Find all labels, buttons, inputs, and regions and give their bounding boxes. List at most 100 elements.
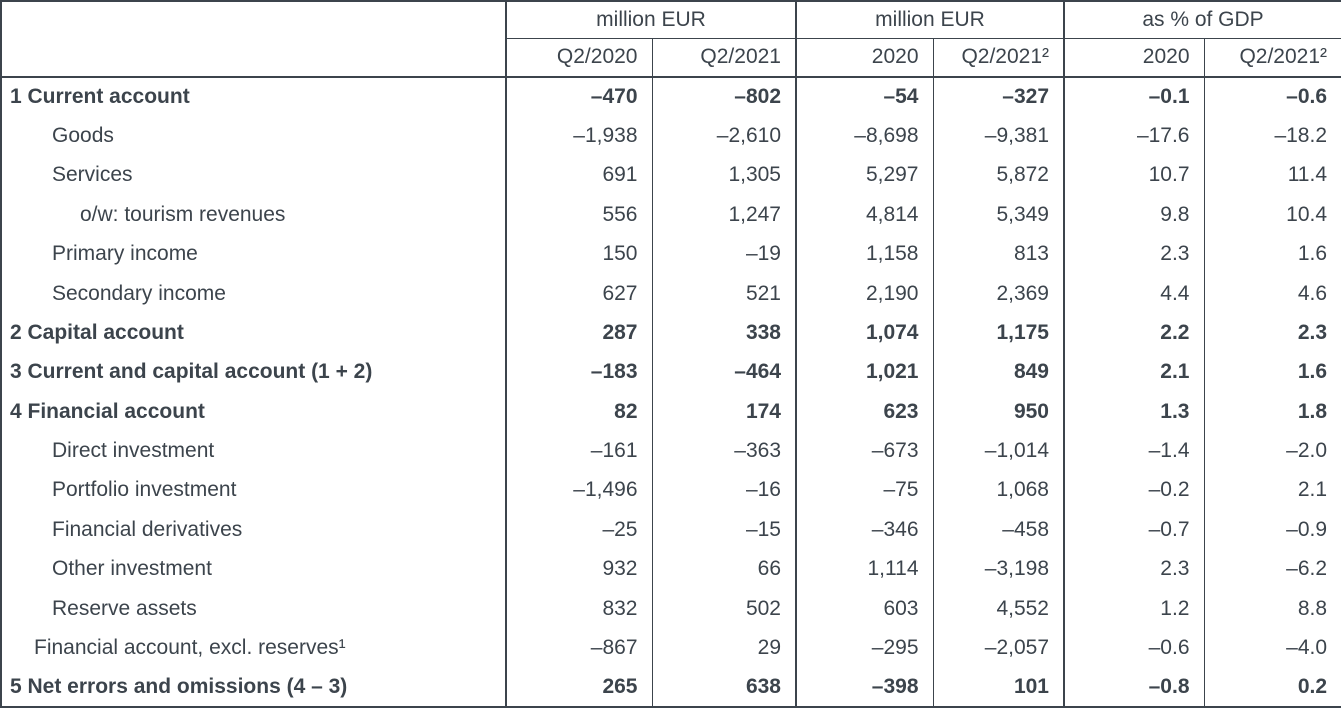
cell-value: 556 [505,195,652,235]
row-label: 4 Financial account [10,399,205,423]
cell-value: 2.3 [1063,234,1204,274]
cell-value: 2.3 [1063,549,1204,589]
cell-value: 2.3 [1203,313,1341,353]
cell-value: 0.2 [1203,667,1341,707]
cell-value: 1.6 [1203,234,1341,274]
cell-value: 623 [795,392,933,432]
cell-value: –2.0 [1203,431,1341,471]
cell-value: 5,872 [932,155,1064,196]
cell-value: 2,190 [795,273,933,314]
cell-value: –54 [795,77,933,117]
cell-value: 521 [651,273,796,314]
cell-value: –1,014 [932,431,1064,471]
cell-value: 10.4 [1203,195,1341,235]
cell-value: –673 [795,431,933,471]
column-header-2020-pct: 2020 [1063,38,1204,77]
cell-value: 1.3 [1063,392,1204,432]
column-group-header-pct-gdp: as % of GDP [1062,1,1341,39]
table-row: o/w: tourism revenues 556 1,247 4,814 5,… [1,195,1341,235]
cell-value: 82 [505,392,652,432]
table-row: 2 Capital account 287 338 1,074 1,175 2.… [1,313,1341,353]
cell-value: 5,297 [795,155,933,196]
cell-value: –327 [932,77,1064,117]
row-label: 2 Capital account [10,320,184,344]
cell-value: –0.7 [1063,510,1204,550]
cell-value: –15 [651,510,796,550]
cell-value: 2.2 [1063,313,1204,353]
table-row: 3 Current and capital account (1 + 2) –1… [1,352,1341,392]
column-group-header-million-eur-cumulative: million EUR [795,1,1064,39]
cell-value: 1,247 [651,195,796,235]
cell-value: 11.4 [1203,155,1341,196]
cell-value: –16 [651,470,796,511]
cell-value: –6.2 [1203,549,1341,589]
cell-value: –25 [505,510,652,550]
cell-value: 287 [505,313,652,353]
cell-value: 502 [651,588,796,629]
cell-value: –8,698 [795,116,933,156]
cell-value: –363 [651,431,796,471]
column-header-q2-2021-pct: Q2/2021² [1203,38,1341,77]
cell-value: –0.6 [1063,628,1204,668]
column-header-q2-2021: Q2/2021 [651,38,796,77]
cell-value: –75 [795,470,933,511]
cell-value: –2,057 [932,628,1064,668]
row-label: 5 Net errors and omissions (4 – 3) [10,674,348,698]
row-label: Direct investment [52,439,215,463]
cell-value: 813 [932,234,1064,274]
table-row: Services 691 1,305 5,297 5,872 10.7 11.4 [1,155,1341,196]
row-label: Other investment [52,557,212,581]
cell-value: 1.2 [1063,588,1204,629]
cell-value: –183 [505,352,652,392]
cell-value: –458 [932,510,1064,550]
corner-cell [1,1,506,77]
row-label: 3 Current and capital account (1 + 2) [10,360,373,384]
cell-value: 29 [651,628,796,668]
cell-value: 691 [505,155,652,196]
table-row: Financial derivatives –25 –15 –346 –458 … [1,510,1341,550]
row-label: Portfolio investment [52,478,237,502]
row-label: Services [52,163,133,187]
cell-value: –398 [795,667,933,707]
cell-value: 1,114 [795,549,933,589]
cell-value: 849 [932,352,1064,392]
cell-value: 66 [651,549,796,589]
cell-value: –0.2 [1063,470,1204,511]
cell-value: 1,021 [795,352,933,392]
table-row: 5 Net errors and omissions (4 – 3) 265 6… [1,667,1341,707]
cell-value: –1.4 [1063,431,1204,471]
row-label: Secondary income [52,281,226,305]
column-group-header-million-eur-quarterly: million EUR [505,1,796,39]
cell-value: 4.6 [1203,273,1341,314]
cell-value: –161 [505,431,652,471]
cell-value: –0.6 [1203,77,1341,117]
cell-value: –295 [795,628,933,668]
table-row: Other investment 932 66 1,114 –3,198 2.3… [1,549,1341,589]
column-header-row: Q2/2020 Q2/2021 2020 Q2/2021² 2020 Q2/20… [1,38,1341,77]
cell-value: 638 [651,667,796,707]
table-row: 1 Current account –470 –802 –54 –327 –0.… [1,77,1341,117]
table-row: Primary income 150 –19 1,158 813 2.3 1.6 [1,234,1341,274]
cell-value: 4,814 [795,195,933,235]
cell-value: –464 [651,352,796,392]
cell-value: 950 [932,392,1064,432]
cell-value: –867 [505,628,652,668]
cell-value: –17.6 [1063,116,1204,156]
row-label: Financial account, excl. reserves¹ [34,635,346,659]
cell-value: –18.2 [1203,116,1341,156]
cell-value: –0.9 [1203,510,1341,550]
cell-value: –3,198 [932,549,1064,589]
table-row: 4 Financial account 82 174 623 950 1.3 1… [1,392,1341,432]
cell-value: 627 [505,273,652,314]
cell-value: 1.8 [1203,392,1341,432]
cell-value: 2.1 [1063,352,1204,392]
cell-value: 150 [505,234,652,274]
table-row: Reserve assets 832 502 603 4,552 1.2 8.8 [1,588,1341,629]
cell-value: –0.8 [1063,667,1204,707]
cell-value: –19 [651,234,796,274]
column-header-2020-eur: 2020 [795,38,933,77]
cell-value: 1.6 [1203,352,1341,392]
row-label: o/w: tourism revenues [80,202,286,226]
column-header-q2-2021-eur: Q2/2021² [932,38,1064,77]
column-header-q2-2020: Q2/2020 [505,38,652,77]
